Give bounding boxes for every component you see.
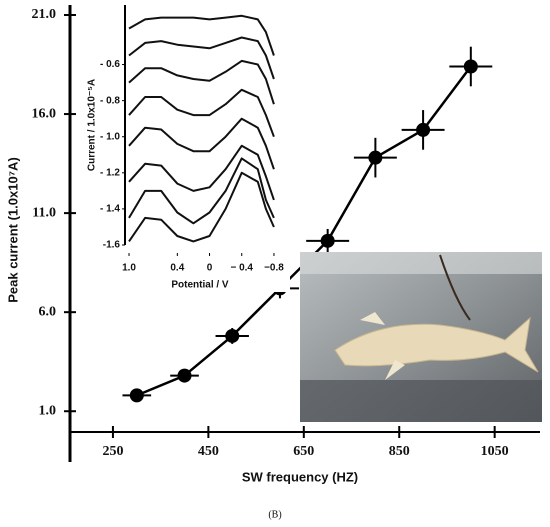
inset-x-tick-label: −0.8 [264,263,284,274]
inset-y-tick-label: -1.6 [103,240,121,251]
x-axis-label: SW frequency (HZ) [242,469,358,484]
data-point [177,368,192,383]
voltammogram [128,14,275,56]
data-point [368,150,383,165]
caption: (B) [268,509,281,520]
y-tick-label: 21.0 [32,7,57,22]
fish-photo [300,252,542,422]
data-point [320,233,335,248]
y-tick-label: 16.0 [32,106,57,121]
x-tick-label: 250 [102,444,123,459]
data-point [129,388,144,403]
inset-x-tick-label: 1.0 [122,263,136,274]
inset-y-axis-label: Current / 1.0x10⁻⁵A [87,79,98,171]
y-tick-label: 1.0 [39,403,57,418]
x-tick-label: 450 [198,444,219,459]
voltammogram [128,59,275,105]
voltammogram [128,36,275,80]
data-point [225,328,240,343]
inset-y-tick-label: - 0.6 [100,59,120,70]
x-tick-label: 650 [293,444,314,459]
inset-y-tick-label: - 1.4 [100,204,120,215]
voltammogram [128,117,275,170]
inset-y-tick-label: - 0.8 [100,95,120,106]
y-tick-label: 11.0 [32,205,56,220]
x-tick-label: 1050 [481,444,509,459]
inset-x-axis-label: Potential / V [171,280,229,291]
inset-background [85,0,290,292]
data-point [416,122,431,137]
inset-x-tick-label: 0.4 [170,263,184,274]
y-axis-label: Peak current (1.0x10⁷A) [5,157,20,303]
voltammogram [128,144,275,201]
data-point [463,59,478,74]
plot-area: 1.0 6.0 11.0 16.0 21.0 250 450 650 850 1050 SW fre… [5,0,540,484]
x-tick-label: 850 [389,444,410,459]
inset-y-tick-label: - 1.2 [100,167,120,178]
voltammogram [128,88,275,138]
inset-x-tick-label: 0 [207,263,213,274]
voltammogram [128,157,275,225]
inset-x-tick-label: − 0.4 [230,263,253,274]
inset-y-tick-label: - 1.0 [100,131,120,142]
voltammogram [128,171,275,243]
y-tick-label: 6.0 [39,304,57,319]
